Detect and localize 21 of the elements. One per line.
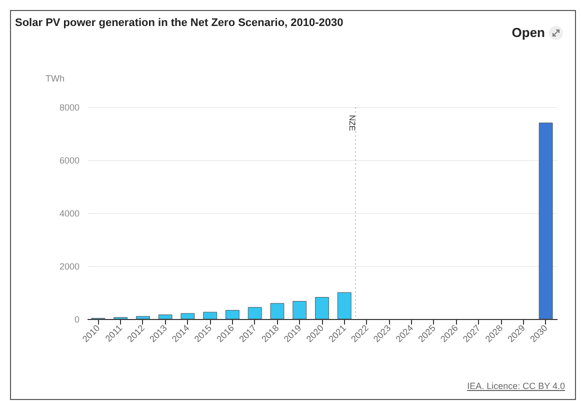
bar (315, 297, 329, 320)
y-tick-label: 0 (74, 314, 80, 324)
y-tick-label: 8000 (59, 102, 80, 112)
bar (337, 292, 352, 320)
bar (248, 307, 262, 320)
bar (158, 314, 172, 320)
y-axis-title: TWh (46, 74, 64, 84)
chart-title: Solar PV power generation in the Net Zero Scenario, 2010-2030 (15, 17, 344, 29)
bar (203, 312, 218, 320)
bar (180, 313, 195, 320)
text: Open (512, 25, 545, 40)
y-tick-label: 4000 (59, 208, 80, 218)
bar (538, 122, 553, 320)
y-tick-label: 6000 (59, 156, 80, 166)
bar (226, 310, 240, 320)
bar (292, 300, 307, 320)
text: IEA. Licence: CC BY 4.0 (467, 381, 565, 391)
ref-line-label: NZE (348, 115, 357, 131)
bar (136, 316, 150, 320)
y-tick-label: 2000 (59, 262, 80, 272)
bar (270, 303, 284, 320)
